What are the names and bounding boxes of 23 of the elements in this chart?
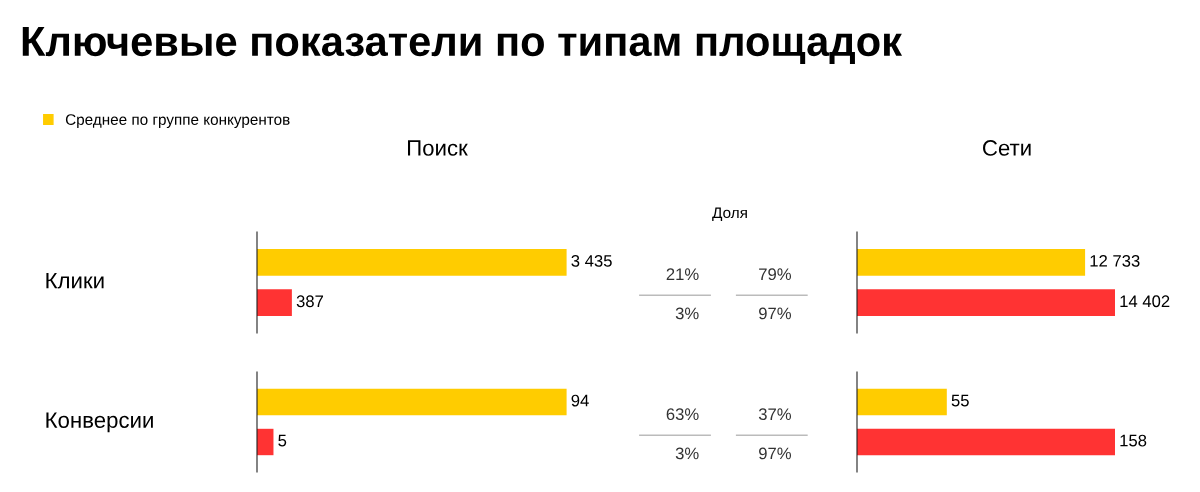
text: 97% <box>759 307 792 320</box>
data-label: 387 <box>296 295 324 308</box>
y-axis-title: Конверсии <box>46 412 153 433</box>
data-label: 158 <box>1120 434 1147 447</box>
text: 3% <box>675 307 699 320</box>
y-axis-title: Клики <box>46 272 104 289</box>
text: 63% <box>666 408 699 421</box>
text: 37% <box>758 408 792 421</box>
text: 79% <box>759 268 792 281</box>
data-label: 5 <box>278 434 287 447</box>
legend-label: Среднее по группе конкурентов <box>65 114 290 128</box>
text: Доля <box>712 207 747 221</box>
chart-title: Поиск <box>408 140 468 156</box>
data-label: 94 <box>571 394 589 407</box>
text: 21% <box>666 268 699 281</box>
text: 97% <box>759 447 792 460</box>
data-label: 12 733 <box>1090 254 1140 267</box>
data-label: 3 435 <box>571 254 612 267</box>
data-label: 14 402 <box>1120 295 1170 308</box>
data-label: 55 <box>951 394 969 407</box>
text: Ключевые показатели по типам площадок <box>22 27 903 65</box>
chart-title: Сети <box>983 140 1031 156</box>
text: 3% <box>675 447 699 460</box>
